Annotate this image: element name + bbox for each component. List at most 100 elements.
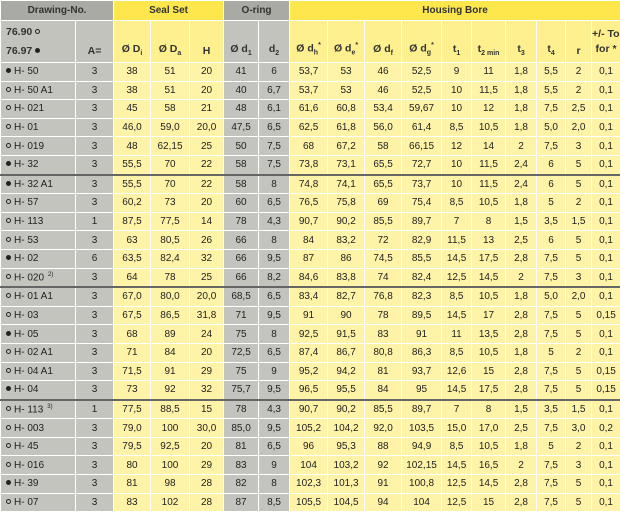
value-cell: 83,4	[290, 287, 328, 306]
drawing-number: H- 113	[14, 404, 43, 415]
value-cell: 2,4	[506, 155, 537, 174]
value-cell: 94,2	[328, 362, 365, 381]
value-cell: 10	[442, 155, 472, 174]
value-cell: 60	[224, 194, 259, 213]
filled-circle-icon	[6, 331, 11, 336]
value-cell: 83	[365, 325, 402, 344]
value-cell: 3	[566, 456, 592, 475]
value-cell: 45	[114, 100, 151, 119]
value-cell: 86	[328, 249, 365, 268]
value-cell: 8,5	[442, 194, 472, 213]
value-cell: 32	[190, 381, 224, 400]
value-cell: 12,5	[442, 475, 472, 494]
value-cell: 10	[442, 100, 472, 119]
value-cell: 11,5	[472, 175, 506, 194]
filled-circle-icon	[6, 181, 11, 186]
value-cell: 86,3	[402, 343, 442, 362]
value-cell: 14,5	[442, 306, 472, 325]
value-cell: 70	[151, 155, 190, 174]
value-cell: 0,1	[592, 268, 620, 287]
value-cell: 0,1	[592, 100, 620, 119]
open-circle-icon	[6, 293, 11, 298]
value-cell: 3	[76, 493, 114, 512]
value-cell: 2	[506, 137, 537, 156]
drawing-number: H- 50	[14, 66, 38, 77]
value-cell: 73,7	[402, 175, 442, 194]
value-cell: 0,1	[592, 212, 620, 231]
value-cell: 3	[76, 419, 114, 438]
column-header: Ø Di	[114, 21, 151, 63]
value-cell: 48	[114, 137, 151, 156]
column-header: A=	[76, 21, 114, 63]
open-circle-icon	[6, 87, 11, 92]
value-cell: 50	[224, 137, 259, 156]
value-cell: 8,5	[442, 343, 472, 362]
column-header: Ø Da	[151, 21, 190, 63]
value-cell: 77,5	[114, 400, 151, 419]
drawing-number-cell: H- 01 A1	[1, 287, 76, 306]
value-cell: 3,5	[537, 400, 566, 419]
value-cell: 85,5	[365, 212, 402, 231]
value-cell: 95,3	[328, 437, 365, 456]
value-cell: 5	[537, 343, 566, 362]
open-circle-icon	[35, 29, 40, 34]
value-cell: 70	[151, 175, 190, 194]
value-cell: 79,0	[114, 419, 151, 438]
value-cell: 17,5	[472, 249, 506, 268]
value-cell: 5,5	[537, 63, 566, 82]
value-cell: 92,0	[365, 419, 402, 438]
value-cell: 2,5	[506, 419, 537, 438]
value-cell: 3	[566, 137, 592, 156]
value-cell: 1	[76, 212, 114, 231]
value-cell: 2	[566, 343, 592, 362]
value-cell: 53,7	[290, 63, 328, 82]
value-cell: 84	[365, 381, 402, 400]
value-cell: 82,3	[402, 287, 442, 306]
value-cell: 101,3	[328, 475, 365, 494]
value-cell: 86,5	[151, 306, 190, 325]
value-cell: 94	[365, 493, 402, 512]
value-cell: 8,5	[442, 437, 472, 456]
value-cell: 5	[537, 194, 566, 213]
value-cell: 14	[190, 212, 224, 231]
drawing-number-cell: H- 39	[1, 475, 76, 494]
open-circle-icon	[6, 312, 11, 317]
group-o-ring: O-ring	[224, 1, 290, 21]
value-cell: 12	[442, 137, 472, 156]
value-cell: 7	[442, 400, 472, 419]
value-cell: 64	[114, 268, 151, 287]
value-cell: 71	[224, 306, 259, 325]
value-cell: 20,0	[190, 287, 224, 306]
value-cell: 102	[151, 493, 190, 512]
value-cell: 90,7	[290, 400, 328, 419]
drawing-number-cell: H- 32	[1, 155, 76, 174]
value-cell: 0,1	[592, 175, 620, 194]
value-cell: 6	[537, 175, 566, 194]
value-cell: 95	[402, 381, 442, 400]
open-circle-icon	[6, 406, 11, 411]
value-cell: 12,6	[442, 362, 472, 381]
value-cell: 17,5	[472, 381, 506, 400]
value-cell: 8	[259, 231, 290, 250]
drawing-number: H- 50 A1	[14, 85, 53, 96]
drawing-number: H- 01	[14, 122, 38, 133]
value-cell: 21	[190, 100, 224, 119]
value-cell: 15	[472, 493, 506, 512]
value-cell: 5	[537, 437, 566, 456]
drawing-number-cell: H- 57	[1, 194, 76, 213]
value-cell: 92,5	[290, 325, 328, 344]
footnote-marker: 3)	[47, 404, 52, 410]
value-cell: 46	[365, 81, 402, 100]
group-drawing-no: Drawing-No.	[1, 1, 114, 21]
value-cell: 9,5	[259, 306, 290, 325]
value-cell: 9,5	[259, 419, 290, 438]
column-header: r	[566, 21, 592, 63]
value-cell: 0,1	[592, 81, 620, 100]
value-cell: 75,7	[224, 381, 259, 400]
value-cell: 6,7	[259, 81, 290, 100]
